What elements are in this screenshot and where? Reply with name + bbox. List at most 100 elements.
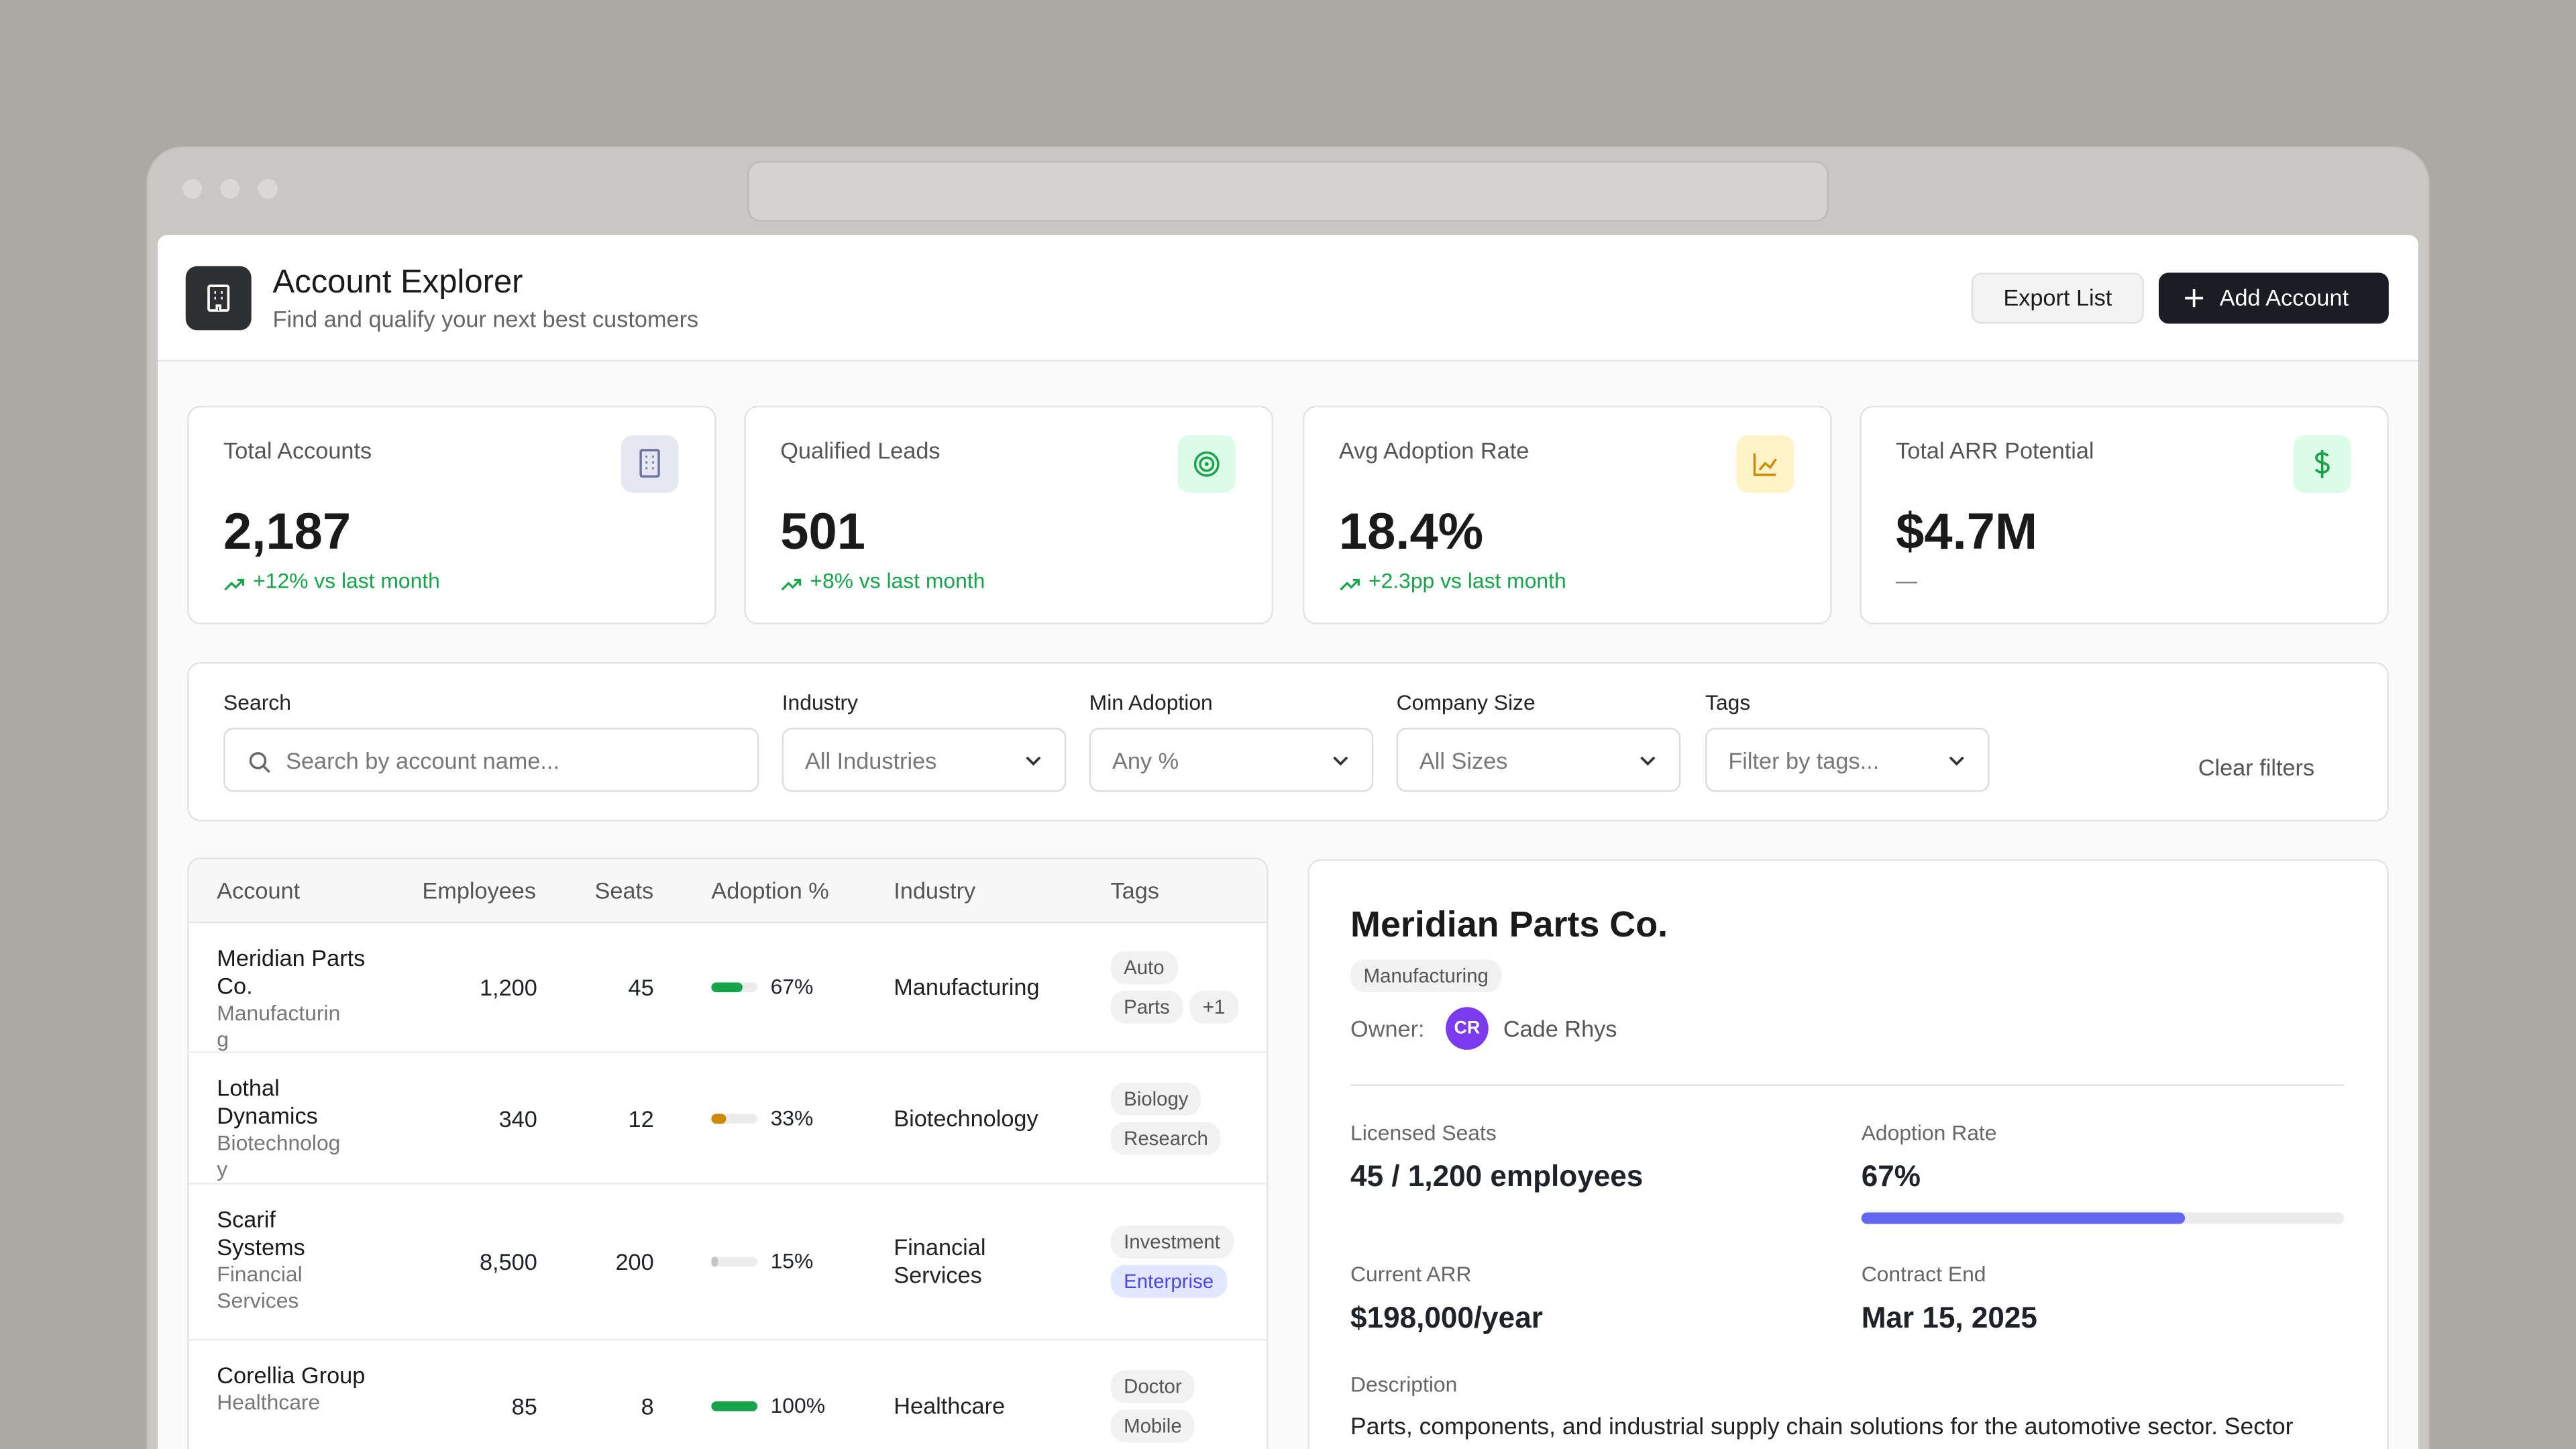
field-value: 67% [1861, 1159, 1921, 1193]
employees: 85 [511, 1393, 537, 1419]
tag: Investment [1110, 1225, 1234, 1258]
description-text: Parts, components, and industrial supply… [1350, 1414, 2294, 1441]
filter-label: Min Adoption [1089, 690, 1213, 715]
account-name: Scarif Systems [217, 1205, 305, 1260]
search-icon [249, 752, 270, 773]
tag: Research [1110, 1122, 1222, 1155]
app-subtitle: Find and qualify your next best customer… [272, 305, 699, 332]
app-icon [185, 266, 252, 331]
field-value: $198,000/year [1350, 1301, 1543, 1334]
stat-change: +2.3pp vs last month [1368, 568, 1566, 594]
adoption-pct: 100% [770, 1393, 826, 1418]
filter-label: Search [223, 690, 291, 715]
address-bar[interactable] [747, 161, 1829, 222]
stat-value: 2,187 [223, 502, 352, 561]
owner-name: Cade Rhys [1503, 1015, 1617, 1042]
employees: 8,500 [479, 1248, 537, 1275]
tags-select[interactable]: Filter by tags... [1705, 727, 1990, 792]
avatar-initials: CR [1454, 1018, 1481, 1038]
industry-tag: Manufacturing [1350, 959, 1502, 993]
account-sub: Healthcare [217, 1389, 321, 1415]
account-sub: Financial Services [217, 1261, 303, 1313]
column-header: Seats [594, 877, 654, 904]
row-divider [189, 1183, 1267, 1185]
industry: Financial Services [894, 1234, 986, 1289]
trend-arrow [781, 578, 802, 591]
building-icon [207, 284, 230, 312]
filter-label: Company Size [1396, 690, 1536, 715]
chevron-icon [1640, 756, 1656, 766]
adoption-bar [711, 1114, 727, 1124]
stat-icon [1177, 435, 1236, 493]
field-label: Contract End [1861, 1261, 1986, 1287]
tags-cell: Investment Enterprise [1110, 1225, 1252, 1298]
trend-icon [223, 572, 245, 591]
clear-filters[interactable]: Clear filters [2198, 754, 2315, 781]
trend-arrow [1340, 578, 1360, 591]
employees: 1,200 [479, 974, 537, 1001]
tag-more: +1 [1189, 990, 1238, 1024]
min-adoption-select[interactable]: Any % [1089, 727, 1374, 792]
tags-cell: Doctor Mobile [1110, 1370, 1252, 1443]
stat-label: Total Accounts [223, 437, 372, 464]
tag: Doctor [1110, 1370, 1195, 1403]
placeholder: Filter by tags... [1728, 747, 1880, 774]
account-sub: Biotechnology [217, 1130, 341, 1181]
adoption-bar [711, 1256, 718, 1267]
placeholder: Search by account name... [286, 747, 559, 774]
account-cell: Corellia Group Healthcare [217, 1362, 368, 1416]
progress-fill [1861, 1212, 2186, 1224]
trend-icon [780, 572, 802, 591]
tag: Enterprise [1110, 1265, 1227, 1298]
tags-cell: Auto Parts +1 [1110, 951, 1252, 1024]
stat-value: 18.4% [1338, 502, 1484, 561]
adoption-bar [711, 982, 743, 993]
industry: Healthcare [894, 1392, 1006, 1419]
accounts-table [187, 857, 1269, 1449]
row-divider [189, 1051, 1267, 1053]
tag: Biology [1110, 1082, 1202, 1116]
account-cell: Meridian Parts Co. Manufacturing [217, 945, 368, 1053]
placeholder: Any % [1112, 747, 1179, 774]
icon [1193, 451, 1220, 477]
row-divider [189, 1338, 1267, 1341]
tag: Mobile [1110, 1409, 1195, 1443]
industry: Biotechnology [894, 1104, 1038, 1132]
window-dot [182, 178, 203, 199]
stat-change: — [1896, 568, 1917, 594]
employees: 340 [498, 1106, 537, 1132]
column-header: Employees [422, 877, 537, 904]
field-label: Current ARR [1350, 1261, 1472, 1287]
field-label: Adoption Rate [1861, 1120, 1997, 1145]
column-header: Adoption % [711, 877, 829, 904]
owner-label: Owner: [1350, 1015, 1425, 1042]
field-value: 45 / 1,200 employees [1350, 1159, 1644, 1193]
search-input[interactable]: Search by account name... [223, 727, 759, 792]
field-value: Mar 15, 2025 [1861, 1301, 2037, 1334]
adoption-bar [711, 1401, 757, 1411]
detail-card [1307, 859, 2389, 1449]
seats: 45 [628, 974, 654, 1001]
adoption-pct: 15% [770, 1248, 814, 1273]
placeholder: All Sizes [1419, 747, 1508, 774]
adoption-track [711, 1114, 757, 1124]
plus-icon [2185, 289, 2204, 307]
button-label: Add Account [2219, 284, 2349, 311]
icon [2314, 450, 2330, 478]
industry-select[interactable]: All Industries [782, 727, 1067, 792]
adoption-track [711, 1401, 757, 1411]
window-dot [258, 178, 278, 199]
filter-label: Industry [782, 690, 858, 715]
account-cell: Scarif Systems Financial Services [217, 1206, 368, 1315]
export-button[interactable]: Export List [1971, 272, 2144, 324]
account-sub: Manufacturing [217, 1000, 341, 1052]
window-dot [220, 178, 240, 199]
filter-label: Tags [1705, 690, 1751, 715]
icon [639, 449, 660, 478]
progress-track [1861, 1212, 2345, 1224]
company-size-select[interactable]: All Sizes [1396, 727, 1681, 792]
chevron-icon [1949, 756, 1964, 766]
chevron-icon [1333, 756, 1348, 766]
add-account-button[interactable]: Add Account [2158, 272, 2389, 324]
